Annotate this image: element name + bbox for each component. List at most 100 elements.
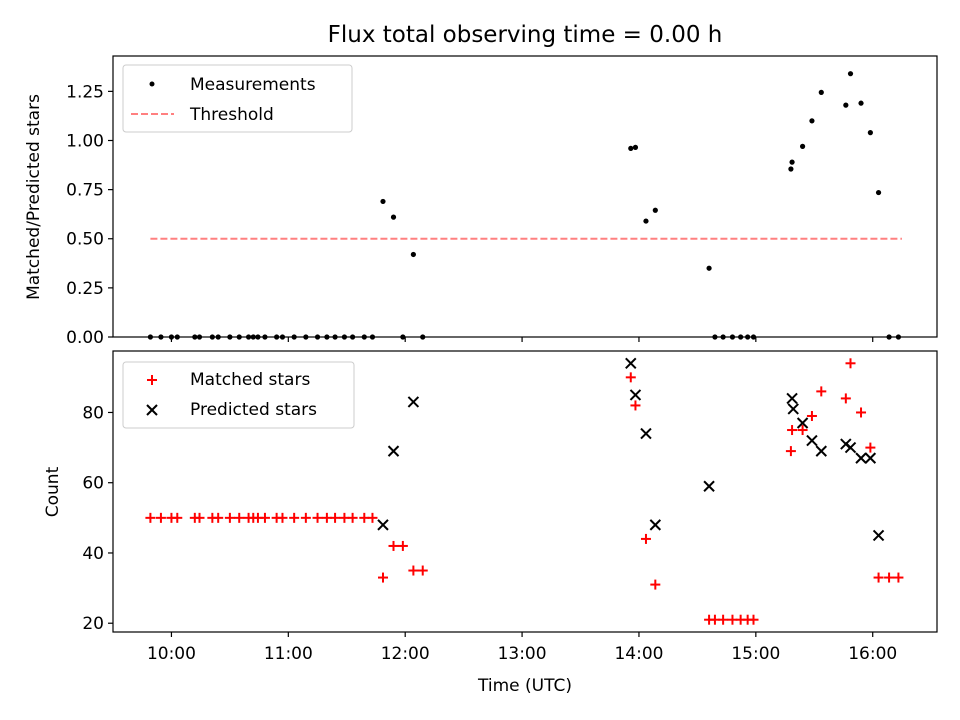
predicted-star-point-b — [377, 519, 389, 531]
predicted-star-point — [786, 392, 798, 405]
legend-measurements-label: Measurements — [190, 75, 316, 95]
measurement-point — [279, 334, 286, 340]
bottom-x-tick-label: 15:00 — [731, 644, 780, 664]
matched-star-point — [785, 446, 796, 457]
measurement-point — [847, 71, 854, 77]
bottom-y-axis: 20 40 60 80 — [82, 403, 113, 634]
top-y-tick-label: 1.25 — [66, 82, 104, 102]
predicted-star-point-b — [629, 389, 642, 401]
predicted-star-point — [387, 445, 400, 457]
predicted-star-point — [787, 403, 799, 415]
matched-star-point — [856, 407, 867, 418]
predicted-star-point-b — [649, 519, 662, 531]
measurement-point — [712, 334, 718, 340]
matched-star-point — [865, 442, 876, 453]
predicted-star-point-b — [796, 417, 809, 429]
matched-star-point — [718, 614, 729, 625]
matched-star-point — [630, 400, 641, 411]
predicted-star-point — [649, 519, 662, 531]
measurement-point — [628, 145, 634, 151]
measurement-point — [350, 334, 356, 340]
predicted-star-point-b — [864, 452, 877, 464]
matched-star-point — [397, 540, 408, 551]
predicted-star-point — [377, 519, 389, 531]
matched-star-point — [377, 572, 388, 583]
bottom-x-axis-label: Time (UTC) — [477, 676, 572, 696]
matched-star-point — [259, 512, 270, 523]
measurement-point — [192, 334, 198, 340]
measurement-point — [303, 334, 309, 340]
predicted-star-point-b — [787, 403, 799, 415]
predicted-star-point-b — [786, 392, 798, 405]
measurement-point — [369, 334, 376, 340]
matched-star-point — [213, 512, 224, 523]
bottom-y-tick-label: 20 — [82, 614, 104, 634]
matched-star-point — [234, 512, 245, 523]
matched-star-point — [289, 512, 300, 523]
legend-matched-marker — [147, 375, 157, 385]
legend-predicted-cross — [146, 404, 158, 416]
matched-star-point — [650, 579, 661, 590]
measurement-point — [818, 89, 824, 95]
measurement-point — [262, 334, 268, 340]
measurement-point — [720, 334, 726, 340]
matched-star-point — [417, 565, 428, 576]
bottom-y-tick-label: 80 — [82, 403, 104, 423]
top-y-tick-label: 0.50 — [66, 230, 104, 250]
measurement-point — [291, 334, 297, 340]
measurement-point — [390, 214, 397, 220]
bottom-y-tick-label: 60 — [82, 474, 104, 494]
measurement-point — [632, 144, 639, 150]
measurement-point — [729, 334, 736, 340]
predicted-star-point — [640, 427, 652, 440]
predicted-star-point — [815, 445, 827, 457]
bottom-x-tick-label: 12:00 — [381, 644, 430, 664]
legend-predicted-label: Predicted stars — [190, 400, 317, 420]
bottom-x-axis: 10:00 11:00 12:00 13:00 14:00 15:00 16:00 — [147, 632, 897, 664]
measurement-point — [875, 189, 882, 196]
matched-star-point — [625, 372, 636, 383]
matched-star-point — [873, 572, 884, 583]
measurement-point — [858, 100, 864, 106]
matched-star-point — [330, 512, 341, 523]
matched-star-point — [388, 540, 399, 551]
measurement-layer — [147, 71, 902, 340]
predicted-star-point-b — [844, 441, 857, 454]
matched-star-point — [787, 425, 798, 436]
matched-star-point — [312, 512, 323, 523]
bottom-x-tick-label: 10:00 — [147, 644, 196, 664]
top-y-tick-label: 0.75 — [66, 181, 104, 201]
measurement-point — [706, 265, 712, 271]
measurement-point — [380, 198, 386, 205]
measurement-point — [410, 251, 416, 258]
top-legend-box — [122, 64, 353, 133]
predicted-star-point — [625, 357, 637, 370]
matched-star-point — [408, 565, 419, 576]
matched-star-point — [748, 614, 759, 625]
legend-threshold-label: Threshold — [189, 105, 274, 125]
bottom-x-tick-label: 16:00 — [848, 644, 897, 664]
predicted-star-point — [844, 441, 857, 454]
measurement-point — [147, 334, 154, 340]
predicted-star-point — [806, 434, 818, 447]
top-y-tick-label: 0.00 — [66, 328, 104, 348]
measurement-point — [652, 207, 658, 213]
measurement-point — [750, 334, 757, 340]
top-legend: Measurements Threshold — [122, 64, 353, 133]
bottom-plot-frame — [112, 350, 938, 633]
predicted-star-point-b — [625, 357, 637, 370]
top-y-tick-label: 1.00 — [66, 131, 104, 151]
top-x-ticks — [170, 337, 874, 342]
predicted-star-point-b — [855, 452, 867, 464]
matched-star-point — [816, 386, 827, 397]
bottom-legend-box — [122, 361, 355, 429]
predicted-star-point — [864, 452, 877, 464]
top-y-tick-label: 0.25 — [66, 279, 104, 299]
measurement-point — [174, 334, 180, 340]
predicted-star-point-b — [407, 396, 420, 408]
matched-star-point — [224, 512, 235, 523]
matched-star-point — [172, 512, 183, 523]
predicted-star-point-b — [806, 434, 818, 447]
